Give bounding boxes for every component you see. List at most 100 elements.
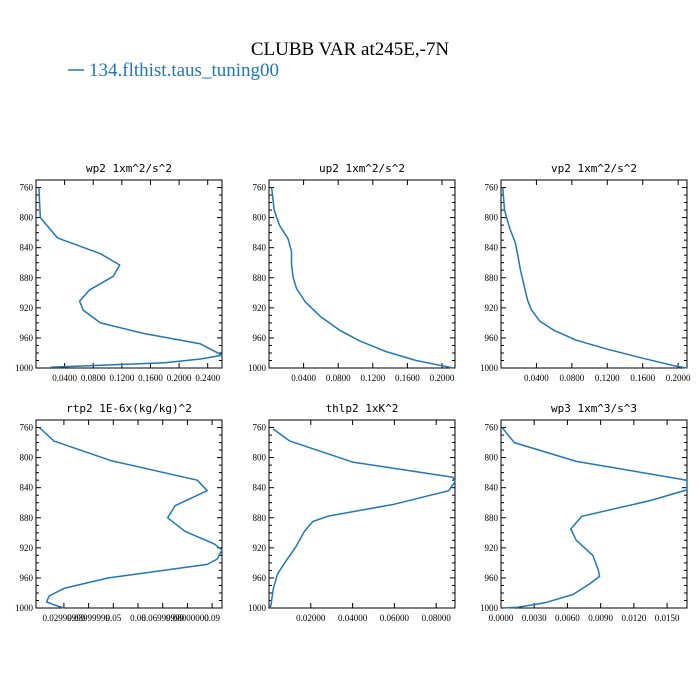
y-tick-label: 960: [20, 333, 34, 343]
y-tick-label: 800: [253, 453, 267, 463]
y-tick-label: 880: [253, 513, 267, 523]
x-tick-label: 0.04000: [338, 613, 368, 623]
series-line: [269, 428, 456, 609]
y-tick-label: 920: [485, 543, 499, 553]
x-tick-label: 0.1200: [360, 373, 385, 383]
x-tick-label: 0.05: [105, 613, 121, 623]
y-tick-label: 1000: [15, 363, 34, 373]
plot-frame: [500, 419, 688, 609]
panel-1: wp2 1xm^2/s^2 760 800 840 880 920 960 1000 0.040…: [15, 162, 223, 383]
y-tick-label: 840: [20, 483, 34, 493]
x-tick-label: 0.0800: [81, 373, 106, 383]
plot-frame: [35, 419, 223, 609]
panel-title: up2 1xm^2/s^2: [319, 162, 405, 175]
y-tick-label: 920: [253, 303, 267, 313]
x-tick-label: 0.06999999: [141, 613, 184, 623]
x-tick-label: 0.09: [204, 613, 220, 623]
y-tick-label: 760: [485, 183, 499, 193]
series-line: [38, 426, 223, 609]
y-tick-label: 960: [485, 573, 499, 583]
y-tick-label: 760: [253, 423, 267, 433]
y-tick-label: 960: [253, 333, 267, 343]
y-tick-label: 840: [20, 243, 34, 253]
y-tick-label: 800: [20, 213, 34, 223]
y-tick-label: 880: [485, 513, 499, 523]
y-tick-label: 1000: [248, 603, 267, 613]
y-tick-label: 760: [485, 423, 499, 433]
y-tick-label: 960: [253, 573, 267, 583]
plot-frame: [35, 179, 223, 369]
panel-title: wp3 1xm^3/s^3: [551, 402, 637, 415]
x-tick-label: 0.08000000: [166, 613, 209, 623]
y-tick-label: 1000: [480, 603, 499, 613]
x-tick-label: 0.02999999: [43, 613, 86, 623]
panel-title: rtp2 1E-6x(kg/kg)^2: [66, 402, 192, 415]
x-tick-label: 0.0150: [655, 613, 680, 623]
panel-title: thlp2 1xK^2: [326, 402, 399, 415]
x-tick-label: 0.1600: [395, 373, 420, 383]
panel-grid: wp2 1xm^2/s^2 760 800 840 880 920 960 1000 0.040…: [15, 162, 691, 623]
plot-frame: [268, 179, 456, 369]
y-tick-label: 800: [485, 453, 499, 463]
x-tick-label: 0.06: [130, 613, 146, 623]
x-tick-label: 0.2000: [430, 373, 455, 383]
y-tick-label: 800: [253, 213, 267, 223]
y-tick-label: 840: [253, 483, 267, 493]
series-line: [501, 427, 688, 609]
x-tick-label: 0.0090: [588, 613, 613, 623]
x-tick-label: 0.1200: [109, 373, 134, 383]
x-tick-label: 0.08000: [422, 613, 452, 623]
y-tick-label: 800: [485, 213, 499, 223]
panel-title: vp2 1xm^2/s^2: [551, 162, 637, 175]
x-tick-label: 0.06000: [380, 613, 410, 623]
x-tick-label: 0.0060: [555, 613, 580, 623]
x-tick-label: 0.2000: [666, 373, 691, 383]
y-tick-label: 760: [20, 183, 34, 193]
x-tick-label: 0.03999999: [67, 613, 110, 623]
series-line: [502, 187, 688, 369]
panel-5: thlp2 1xK^2 760 800 840 880 920 960 1000 0.02000…: [248, 402, 456, 623]
x-tick-label: 0.0400: [291, 373, 316, 383]
x-tick-label: 0.0800: [559, 373, 584, 383]
x-tick-label: 0.0400: [52, 373, 77, 383]
x-tick-label: 0.02000: [296, 613, 326, 623]
series-line: [38, 187, 223, 368]
legend-label: 134.flthist.taus_tuning00: [89, 60, 279, 81]
panel-4: rtp2 1E-6x(kg/kg)^2 760 800 840 880 920 960 100…: [15, 402, 223, 623]
panel-3: vp2 1xm^2/s^2 760 800 840 880 920 960 1000 0.040…: [480, 162, 691, 383]
x-tick-label: 0.2000: [167, 373, 192, 383]
y-tick-label: 880: [253, 273, 267, 283]
y-tick-label: 880: [20, 273, 34, 283]
y-tick-label: 960: [20, 573, 34, 583]
x-tick-label: 0.0800: [326, 373, 351, 383]
panel-6: wp3 1xm^3/s^3 760 800 840 880 920 960 10000.000…: [480, 402, 688, 623]
y-tick-label: 920: [485, 303, 499, 313]
x-tick-label: 0.0000: [489, 613, 514, 623]
y-tick-label: 920: [20, 303, 34, 313]
y-tick-label: 840: [253, 243, 267, 253]
y-tick-label: 960: [485, 333, 499, 343]
x-tick-label: 0.1600: [138, 373, 163, 383]
y-tick-label: 880: [20, 513, 34, 523]
y-tick-label: 760: [20, 423, 34, 433]
x-tick-label: 0.2400: [195, 373, 220, 383]
y-tick-label: 920: [20, 543, 34, 553]
plot-frame: [500, 179, 688, 369]
figure-title: CLUBB VAR at245E,-7N: [251, 39, 450, 60]
y-tick-label: 760: [253, 183, 267, 193]
y-tick-label: 1000: [15, 603, 34, 613]
y-tick-label: 920: [253, 543, 267, 553]
x-tick-label: 0.0120: [621, 613, 646, 623]
plot-frame: [268, 419, 456, 609]
x-tick-label: 0.0400: [524, 373, 549, 383]
x-tick-label: 0.1600: [630, 373, 655, 383]
panel-title: wp2 1xm^2/s^2: [86, 162, 172, 175]
y-tick-label: 1000: [248, 363, 267, 373]
x-tick-label: 0.0030: [522, 613, 547, 623]
panel-2: up2 1xm^2/s^2 760 800 840 880 920 960 1000 0.040…: [248, 162, 456, 383]
series-line: [270, 187, 454, 369]
y-tick-label: 840: [485, 483, 499, 493]
y-tick-label: 1000: [480, 363, 499, 373]
y-tick-label: 840: [485, 243, 499, 253]
